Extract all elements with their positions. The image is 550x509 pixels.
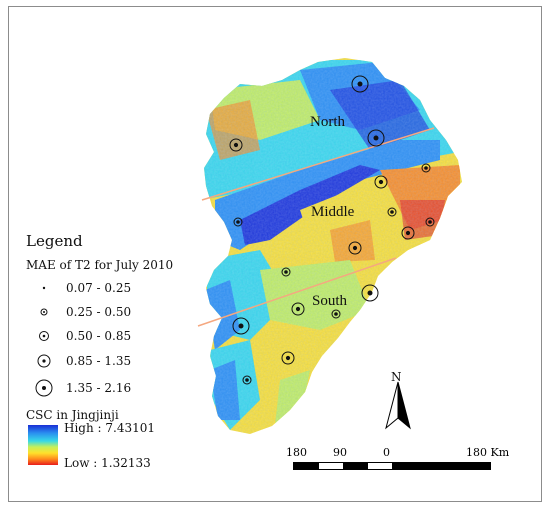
legend-class-row: 0.50 - 0.85 bbox=[26, 326, 131, 346]
station-marker bbox=[233, 217, 243, 227]
station-marker bbox=[425, 217, 435, 227]
scale-label: 180 bbox=[286, 446, 307, 459]
class-symbol-icon bbox=[26, 351, 66, 371]
middle-south-divider bbox=[197, 257, 397, 327]
station-marker bbox=[367, 129, 385, 147]
station-marker bbox=[229, 138, 243, 152]
station-marker bbox=[351, 75, 369, 93]
station-marker bbox=[401, 226, 415, 240]
region-label-middle: Middle bbox=[311, 204, 355, 220]
legend-class-row: 0.85 - 1.35 bbox=[26, 351, 131, 371]
station-marker bbox=[374, 175, 388, 189]
region-label-south: South bbox=[312, 293, 348, 309]
legend-title: Legend bbox=[26, 232, 83, 250]
station-marker bbox=[348, 241, 362, 255]
class-label: 0.07 - 0.25 bbox=[66, 281, 132, 295]
class-symbol-icon bbox=[26, 378, 66, 398]
class-symbol-icon bbox=[26, 326, 66, 346]
legend-class-row: 0.07 - 0.25 bbox=[26, 278, 131, 298]
station-marker bbox=[361, 284, 379, 302]
station-marker bbox=[281, 351, 295, 365]
class-label: 0.25 - 0.50 bbox=[66, 305, 132, 319]
ramp-high-label: High : 7.43101 bbox=[64, 421, 156, 435]
station-marker bbox=[232, 317, 250, 335]
scale-label: 180 Km bbox=[466, 446, 510, 459]
station-marker bbox=[387, 207, 397, 217]
scale-label: 0 bbox=[383, 446, 390, 459]
csc-legend-title: CSC in Jingjinji bbox=[26, 408, 119, 422]
ramp-low-label: Low : 1.32133 bbox=[64, 456, 151, 470]
station-marker bbox=[421, 163, 431, 173]
class-label: 0.50 - 0.85 bbox=[66, 329, 132, 343]
legend-class-row: 0.25 - 0.50 bbox=[26, 302, 131, 322]
station-marker bbox=[281, 267, 291, 277]
scale-label: 90 bbox=[333, 446, 347, 459]
class-label: 0.85 - 1.35 bbox=[66, 354, 132, 368]
station-marker bbox=[291, 302, 305, 316]
scale-bar bbox=[293, 462, 491, 470]
station-marker bbox=[331, 309, 341, 319]
north-arrow-icon bbox=[385, 381, 411, 430]
station-marker bbox=[242, 375, 252, 385]
class-label: 1.35 - 2.16 bbox=[66, 381, 132, 395]
class-symbol-icon bbox=[26, 278, 66, 298]
class-symbol-icon bbox=[26, 302, 66, 322]
north-arrow-label: N bbox=[391, 370, 402, 384]
color-ramp bbox=[28, 425, 58, 465]
region-label-north: North bbox=[310, 114, 345, 130]
legend-subtitle: MAE of T2 for July 2010 bbox=[26, 258, 174, 272]
legend-class-row: 1.35 - 2.16 bbox=[26, 378, 131, 398]
north-middle-divider bbox=[201, 127, 435, 201]
